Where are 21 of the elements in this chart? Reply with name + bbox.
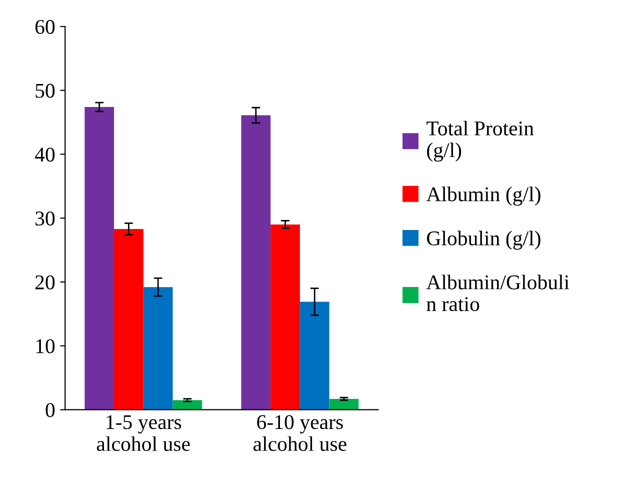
y-tick-label: 40: [34, 148, 55, 162]
bar: [270, 224, 300, 410]
bar: [114, 228, 144, 410]
bar: [143, 287, 173, 410]
bar: [172, 400, 202, 410]
bar: [241, 115, 271, 410]
y-tick-label: 0: [46, 403, 55, 418]
bar: [300, 302, 330, 410]
x-tick-label: 6-10 years alcohol use: [254, 415, 346, 452]
y-tick-label: 10: [36, 339, 55, 354]
y-tick-label: 60: [35, 20, 55, 34]
bar: [329, 398, 359, 410]
y-tick-label: 30: [36, 211, 55, 226]
y-tick-label: 50: [36, 84, 55, 98]
legend-label: Albumin (g/l): [426, 186, 540, 206]
y-tick-label: 20: [35, 275, 55, 290]
legend-label: Globulin (g/l): [426, 230, 540, 250]
legend-label: Total Protein (g/l): [426, 120, 534, 162]
x-tick-label: 1-5 years alcohol use: [96, 415, 190, 452]
legend-label: Albumin/Globuli n ratio: [426, 274, 570, 312]
bar: [84, 106, 114, 410]
